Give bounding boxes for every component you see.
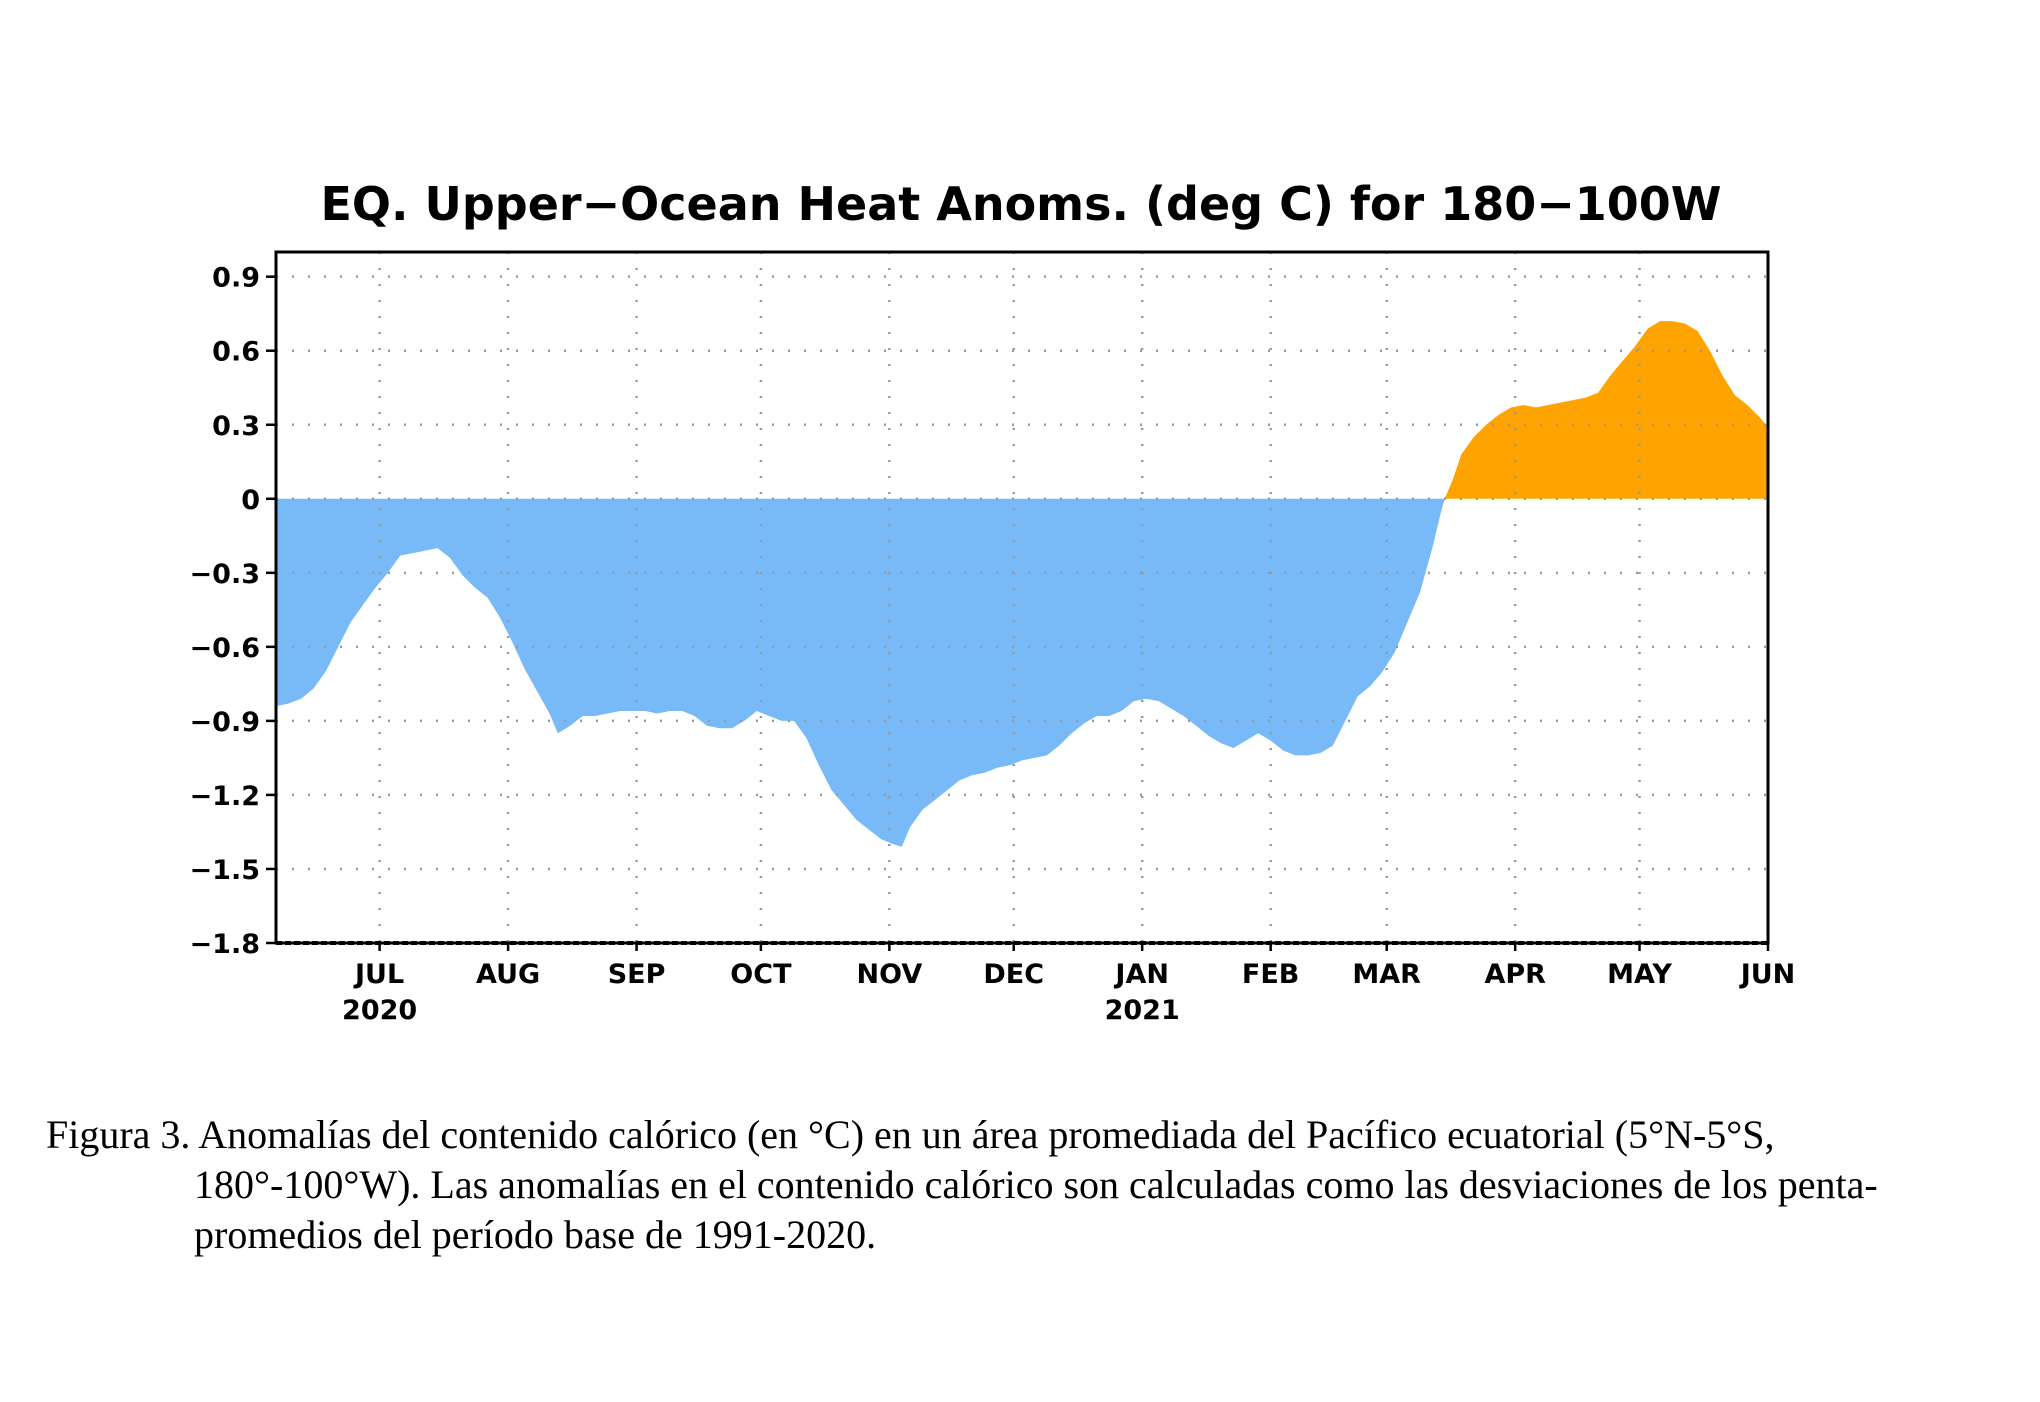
anomaly-fill-layer: [276, 321, 1768, 847]
y-tick-label: −0.6: [190, 633, 260, 664]
x-tick-year-label: 2020: [342, 995, 417, 1026]
y-tick-label: 0.3: [212, 411, 260, 442]
x-tick-labels: JUL 2020 AUG SEP OCT NOV DEC JAN 2021 FEB MAR APR MA…: [342, 959, 1795, 1026]
positive-anomaly-area: [1444, 321, 1768, 499]
x-tick-label: NOV: [857, 959, 923, 990]
x-tick-label: OCT: [730, 959, 792, 990]
y-tick-label: −1.8: [190, 929, 260, 960]
x-tick-year-label: 2021: [1105, 995, 1180, 1026]
negative-anomaly-area: [276, 498, 1445, 847]
y-tick-label: −0.9: [190, 707, 260, 738]
chart-title: EQ. Upper−Ocean Heat Anoms. (deg C) for …: [320, 177, 1721, 231]
x-tick-label: APR: [1484, 959, 1546, 990]
x-tick-label: DEC: [983, 959, 1044, 990]
x-tick-label: FEB: [1242, 959, 1299, 990]
x-tick-label: SEP: [608, 959, 666, 990]
x-tick-label: AUG: [476, 959, 540, 990]
x-tick-label: JAN: [1113, 959, 1169, 990]
x-tick-label: JUN: [1739, 959, 1796, 990]
plot-frame: [274, 250, 1770, 945]
figure-caption: Figura 3. Anomalías del contenido calóri…: [46, 1112, 1878, 1257]
axis-layer: [266, 250, 1770, 951]
x-tick-label: MAY: [1607, 959, 1672, 990]
y-tick-label: −0.3: [190, 559, 260, 590]
y-tick-label: −1.5: [190, 855, 260, 886]
x-tick-label: JUL: [353, 959, 404, 990]
y-tick-label: −1.2: [190, 781, 260, 812]
y-tick-labels: 0.9 0.6 0.3 0 −0.3 −0.6 −0.9 −1.2 −1.5 −1.8: [190, 263, 260, 960]
x-tick-label: MAR: [1352, 959, 1421, 990]
y-tick-label: 0.9: [212, 263, 260, 294]
y-tick-label: 0.6: [212, 337, 260, 368]
y-tick-label: 0: [241, 485, 260, 516]
